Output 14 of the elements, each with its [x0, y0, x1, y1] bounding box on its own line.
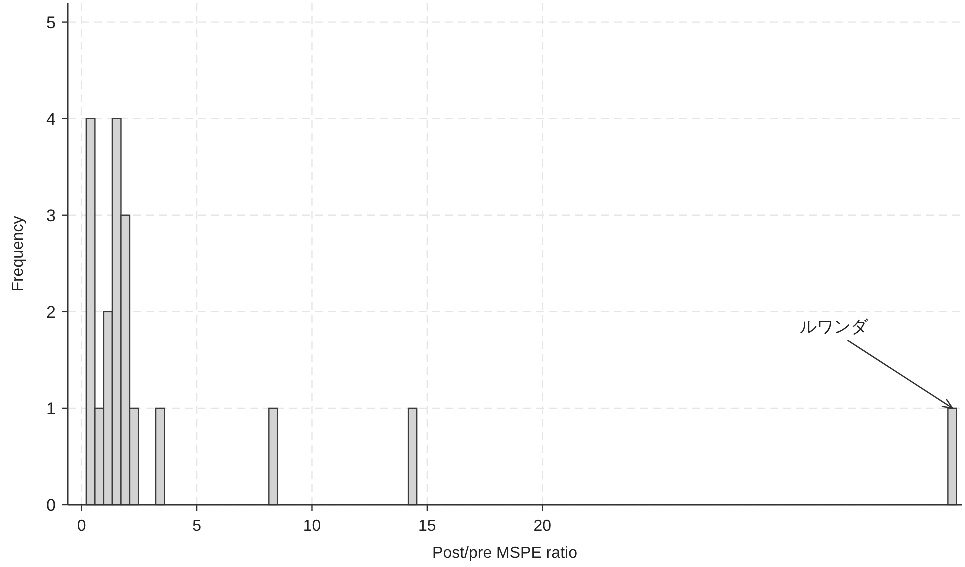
y-tick-label: 2: [46, 302, 56, 322]
annotation: ルワンダ: [800, 317, 869, 336]
y-tick-label: 1: [46, 399, 56, 418]
y-tick-label: 0: [46, 496, 56, 515]
x-tick-label: 0: [77, 518, 86, 535]
y-tick-label: 4: [46, 110, 56, 129]
x-tick-label: 15: [418, 518, 436, 535]
y-tick-label: 3: [46, 206, 56, 226]
y-tick-label: 5: [46, 13, 56, 32]
y-axis-title: Frequency: [10, 216, 27, 292]
x-tick-label: 20: [534, 518, 552, 535]
x-tick-label: 10: [303, 518, 322, 535]
x-axis-title: Post/pre MSPE ratio: [432, 545, 578, 562]
x-tick-label: 5: [192, 518, 202, 535]
